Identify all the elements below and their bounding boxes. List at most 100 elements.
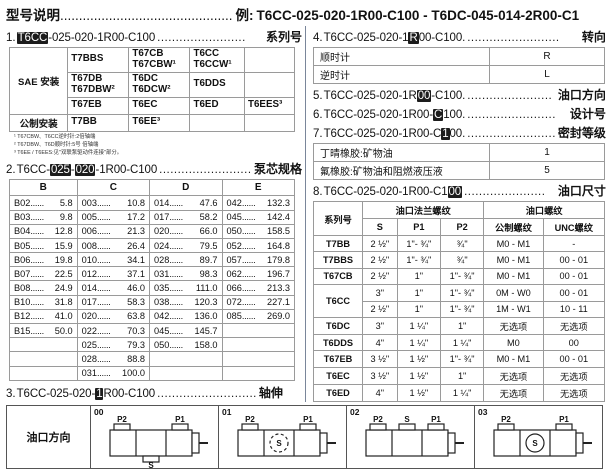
spec-cell: 031...... 100.0	[76, 365, 151, 381]
section-5-heading: 5. T6CC-025-020-1R00-C100. .............…	[313, 86, 606, 103]
port-cell-p2: 1"- ¾"	[439, 350, 485, 368]
table-row: T6ED 4" 1 ½" 1 ¼" 无选项 无选项	[313, 383, 606, 402]
spec-cell	[9, 337, 78, 353]
spec-cell: 066...... 213.3	[221, 280, 295, 296]
table-row: T6DDS 4" 1 ¼" 1 ¼" M0 00	[313, 333, 606, 352]
section-2-highlight-1: 025	[49, 164, 71, 177]
diagram-code: 02	[350, 407, 360, 417]
port-cell-p1: 1 ¼"	[396, 316, 441, 335]
footnote-1: ¹ T67CBW、T6CC逆时针:2倍轴端	[14, 133, 96, 140]
spec-cell	[9, 351, 78, 367]
port-cell-p2: 1"	[439, 316, 485, 335]
pump-outline-icon: P2 P1 S	[492, 415, 592, 457]
table-row: B06...... 19.8 010...... 34.1 028...... 89.7 0…	[9, 252, 295, 268]
port-cell-p1: 1"- ¾"	[396, 251, 441, 269]
port-cell-unc: -	[542, 234, 606, 253]
example-label: 例:	[235, 8, 254, 23]
port-cell-metric: 无选项	[483, 383, 544, 402]
table-row: T6DC 3" 1 ¼" 1" 无选项 无选项	[313, 316, 606, 335]
section-2-highlight-2: 020	[74, 164, 96, 177]
port-series-cell: T6ED	[313, 383, 363, 402]
seal-value-nbr: 1	[489, 143, 605, 162]
section-5-number: 5.	[313, 90, 323, 102]
spec-header-b: B	[9, 179, 78, 197]
port-cell-metric: M0	[483, 333, 544, 352]
port-series-cell: T7BBS	[313, 251, 363, 269]
section-3-label: 轴伸	[258, 386, 283, 400]
port-cell-p2: ¾"	[439, 251, 485, 269]
spec-cell: 025...... 79.3	[76, 337, 151, 353]
svg-text:P2: P2	[245, 415, 255, 424]
series-cell-text: T6EE³	[132, 116, 161, 128]
table-row: B02...... 5.8 003...... 10.8 014...... 47.6 04…	[9, 195, 295, 211]
port-header-flange: 油口法兰螺纹	[361, 201, 485, 219]
series-cell-empty	[244, 71, 295, 98]
spec-cell: B07...... 22.5	[9, 266, 78, 282]
section-4-label: 转向	[581, 30, 606, 44]
series-cell-empty	[189, 113, 245, 132]
spec-cell: B15...... 50.0	[9, 323, 78, 339]
footnote-2: ² T67DBW、T6D顺时针:5号 倍轴端	[14, 141, 99, 148]
port-cell-s: 4"	[362, 383, 398, 402]
diagram-code: 01	[222, 407, 232, 417]
svg-text:P2: P2	[501, 415, 511, 424]
port-cell-s: 2 ½"	[362, 300, 398, 318]
section-8-highlight: 00	[447, 186, 463, 198]
table-row: 顺时计 R	[313, 47, 605, 66]
left-column: 1. T6CC-025-020-1R00-C100 ..............…	[6, 26, 302, 402]
rotation-label-ccw: 逆时计	[313, 65, 490, 84]
section-3-code-post: R00-C100	[103, 388, 156, 400]
series-cell-text: T67DB	[71, 72, 103, 84]
spec-cell	[149, 365, 223, 381]
rotation-table: 顺时计 R 逆时计 L	[313, 47, 605, 84]
section-5-label: 油口方向	[557, 88, 606, 102]
port-cell-p1: 1"	[396, 267, 441, 286]
section-4-code-post: 00-C100.	[418, 32, 466, 44]
series-mount-sae: SAE 安装	[8, 47, 69, 115]
section-4-leader: .........................	[467, 32, 560, 44]
rotation-value-ccw: L	[489, 65, 605, 84]
page-title: 型号说明 ...................................…	[6, 4, 603, 24]
port-cell-metric: 0M - W0	[483, 284, 544, 302]
spec-cell: 050...... 158.0	[149, 337, 223, 353]
spec-cell: B05...... 15.9	[9, 237, 78, 254]
spec-cell: 038...... 120.3	[149, 294, 223, 310]
port-cell-s: 2 ½"	[362, 267, 398, 286]
section-2-sep: -	[70, 164, 75, 177]
section-3-leader: ...........................	[157, 388, 257, 400]
spec-cell	[221, 365, 295, 381]
seal-table: 丁晴橡胶:矿物油 1 氟橡胶:矿物油和阻燃液压液 5	[313, 143, 605, 180]
port-cell-unc: 00 - 01	[542, 267, 606, 286]
series-cell-text: T6DDS	[193, 78, 226, 90]
section-6-code-pre: T6CC-025-020-1R00-	[323, 109, 434, 121]
spec-cell: 008...... 26.4	[76, 237, 151, 254]
svg-text:S: S	[148, 461, 154, 468]
spec-cell	[221, 337, 295, 353]
table-row: SAE 安装 T7BBS T67CB T67CBW¹ T6CC T6CCW¹	[8, 47, 295, 115]
section-5-code-pre: T6CC-025-020-1R	[323, 90, 417, 102]
pump-outline-icon: P2 P1 S	[364, 415, 464, 457]
port-cell-unc: 10 - 11	[542, 300, 606, 318]
section-2-heading: 2. T6CC-025-020-1R00-C100 ..............…	[6, 160, 302, 177]
section-4-heading: 4. T6CC-025-020-1R00-C100. .............…	[313, 28, 606, 45]
series-cell: T6DDS	[189, 71, 245, 98]
spec-cell: 017...... 58.3	[76, 294, 151, 310]
port-cell-s: 3"	[362, 316, 398, 335]
section-4-code-pre: T6CC-025-020-1	[323, 32, 409, 44]
table-row: B12...... 41.0 020...... 63.8 042...... 136.0…	[9, 308, 295, 325]
series-cell: T6EC	[128, 96, 191, 115]
port-subheader-unc: UNC螺纹	[542, 218, 606, 236]
series-mount-metric: 公制安装	[8, 113, 69, 132]
port-cell-p1: 1"	[396, 300, 441, 318]
table-row: T7BBS 2 ½" 1"- ¾" ¾" M0 - M1 00 - 01	[313, 251, 606, 269]
series-cell-text: T6DC	[132, 72, 158, 84]
port-cell-p1: 1 ½"	[396, 350, 441, 368]
footnote-3: ³ T6EE / T6EES:见"双联泵驱动件连接"部分。	[14, 149, 123, 156]
port-cell-p2: 1 ¼"	[439, 333, 485, 352]
spec-cell: 085...... 269.0	[221, 308, 295, 325]
spec-cell: B12...... 41.0	[9, 308, 78, 325]
series-cell: T7BB	[67, 113, 130, 132]
port-cell-p1: 1"	[396, 284, 441, 302]
svg-text:P1: P1	[559, 415, 569, 424]
